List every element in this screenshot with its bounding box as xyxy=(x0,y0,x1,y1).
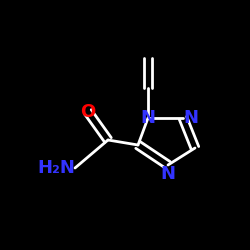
Text: N: N xyxy=(183,109,198,127)
Text: N: N xyxy=(160,165,176,183)
Text: H₂N: H₂N xyxy=(37,159,75,177)
Text: N: N xyxy=(140,109,156,127)
Text: O: O xyxy=(80,103,96,121)
